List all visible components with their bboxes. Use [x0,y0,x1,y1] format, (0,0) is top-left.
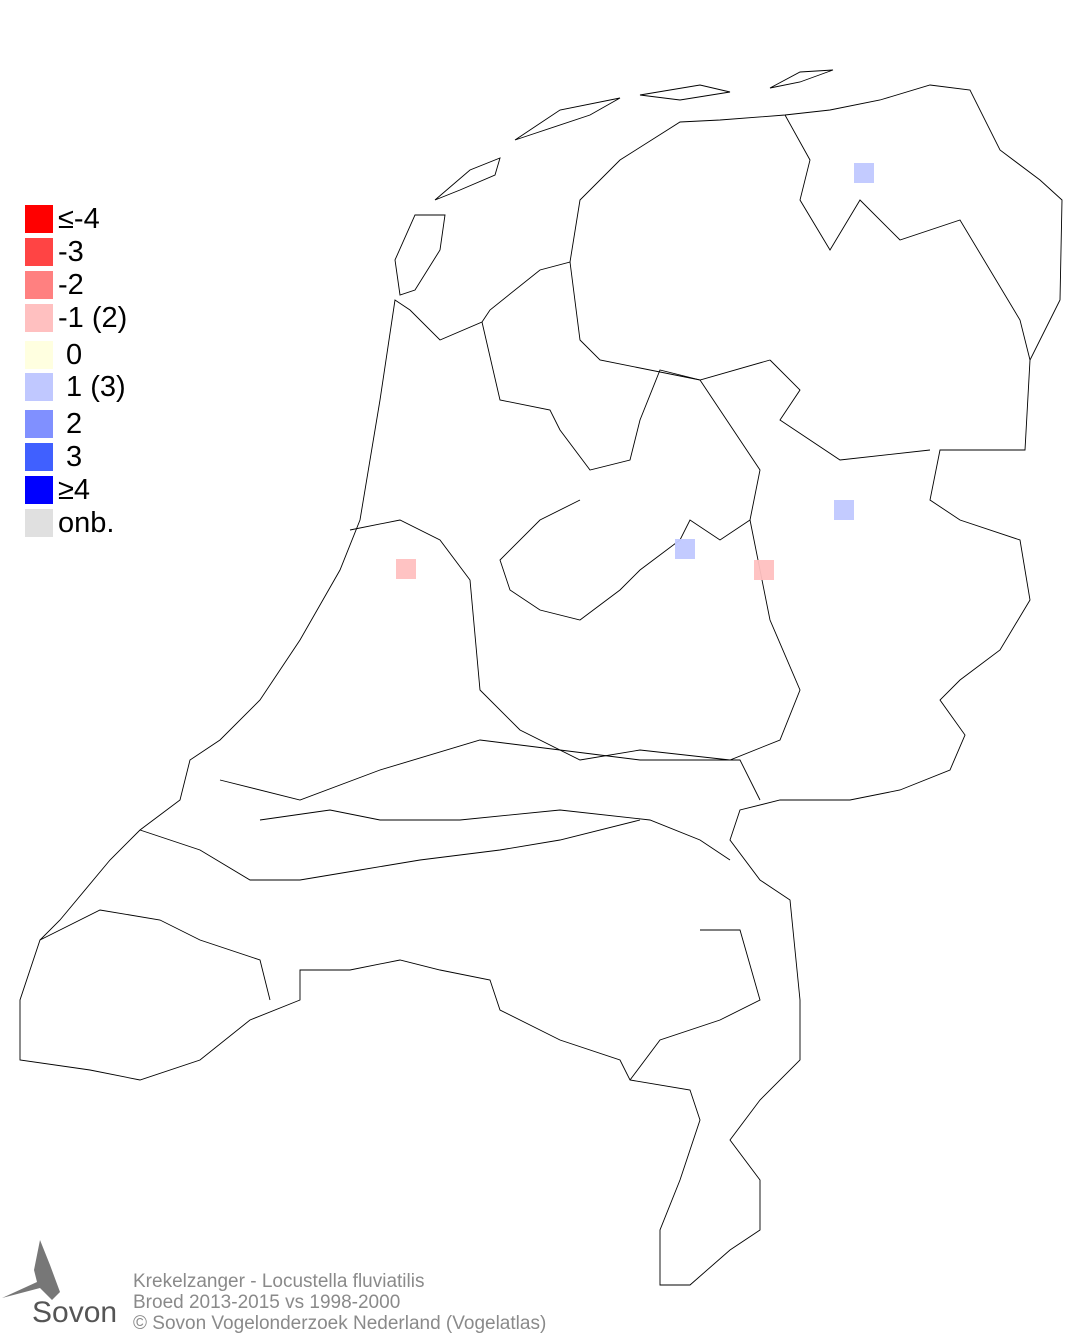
legend-item: 1 (3) [25,371,126,403]
legend-label: 3 [58,441,83,473]
map-cell [396,559,416,579]
wadden-island [639,84,731,101]
ijsselmeer-shore [481,321,761,621]
legend-label: ≥4 [58,474,91,506]
wadden-island [514,97,621,141]
legend-swatch [25,476,53,504]
sovon-logo-text: Sovon [32,1296,118,1329]
map-cell [754,560,774,580]
legend-label: 0 [58,339,83,371]
copyright: © Sovon Vogelonderzoek Nederland (Vogela… [133,1313,547,1334]
legend-swatch [25,509,53,537]
species-name: Krekelzanger - Locustella fluviatilis [133,1271,425,1292]
legend-label: 2 [58,408,83,440]
legend-item: 0 [25,339,83,371]
province-border [139,819,761,1081]
sovon-logo-swallow [2,1240,60,1300]
province-border [39,909,271,1001]
legend-label: -2 [58,269,84,301]
legend-item: 3 [25,441,83,473]
legend-swatch [25,238,53,266]
legend-label: -3 [58,236,84,268]
map-cell [834,500,854,520]
wadden-island [394,214,446,296]
legend-label: 1 (3) [58,371,126,403]
province-border [349,261,801,761]
legend-item: -2 [25,269,84,301]
legend-swatch [25,304,53,332]
legend-swatch [25,373,53,401]
period: Broed 2013-2015 vs 1998-2000 [133,1292,401,1313]
legend-label: -1 (2) [58,302,128,334]
river [219,739,761,861]
legend-swatch [25,205,53,233]
legend-swatch [25,410,53,438]
legend-label: onb. [58,507,115,539]
legend-item: ≥4 [25,474,91,506]
legend-swatch [25,443,53,471]
province-border [769,114,1031,461]
country-outline [19,84,1063,1286]
legend-item: ≤-4 [25,203,100,235]
legend-item: -3 [25,236,84,268]
wadden-island [769,69,834,89]
legend-swatch [25,271,53,299]
map-cell [854,163,874,183]
legend-item: onb. [25,507,115,539]
legend-label: ≤-4 [58,203,100,235]
map-cell [675,539,695,559]
legend-swatch [25,341,53,369]
map-caption: Krekelzanger - Locustella fluviatilis Br… [133,1271,546,1334]
legend-item: -1 (2) [25,302,128,334]
wadden-island [434,157,501,201]
legend-item: 2 [25,408,83,440]
